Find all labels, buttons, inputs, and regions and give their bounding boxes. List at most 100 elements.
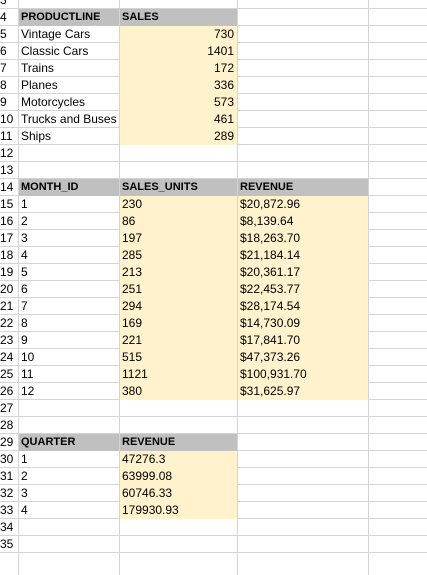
table-cell[interactable]: 179930.93	[120, 502, 237, 519]
table-cell[interactable]: 11	[21, 367, 34, 381]
table-cell[interactable]: Vintage Cars	[21, 27, 91, 41]
table-cell[interactable]: Planes	[21, 78, 58, 92]
row-number[interactable]: 10	[0, 112, 14, 126]
table-cell[interactable]: 1	[21, 452, 28, 466]
row-number[interactable]: 12	[0, 146, 14, 160]
table-cell[interactable]: 336	[120, 77, 237, 94]
table-cell[interactable]: 221	[120, 332, 237, 349]
table-cell[interactable]: 294	[120, 298, 237, 315]
row-number[interactable]: 17	[0, 231, 14, 245]
table-cell[interactable]: 1401	[120, 43, 237, 60]
row-number[interactable]: 19	[0, 265, 14, 279]
table-cell[interactable]: 60746.33	[120, 485, 237, 502]
table-cell[interactable]: 169	[120, 315, 237, 332]
table-cell[interactable]: 4	[21, 248, 28, 262]
table-cell[interactable]: Classic Cars	[21, 44, 89, 58]
row-number[interactable]: 31	[0, 469, 14, 483]
row-gridline	[0, 433, 427, 434]
table-cell[interactable]: Trucks and Buses	[21, 112, 117, 126]
table-cell[interactable]: 10	[21, 350, 35, 364]
table-cell[interactable]: 12	[21, 384, 35, 398]
header-cell[interactable]: PRODUCTLINE	[19, 9, 119, 26]
row-number[interactable]: 32	[0, 486, 14, 500]
row-number[interactable]: 18	[0, 248, 14, 262]
table-cell[interactable]: $17,841.70	[238, 332, 368, 349]
table-cell[interactable]: $20,361.17	[238, 264, 368, 281]
table-cell[interactable]: 3	[21, 231, 28, 245]
table-cell[interactable]: $14,730.09	[238, 315, 368, 332]
table-cell[interactable]: 1	[21, 197, 28, 211]
table-cell[interactable]: 285	[120, 247, 237, 264]
row-number[interactable]: 28	[0, 418, 14, 432]
row-number[interactable]: 6	[0, 44, 7, 58]
row-number[interactable]: 8	[0, 78, 7, 92]
table-cell[interactable]: 213	[120, 264, 237, 281]
row-number[interactable]: 30	[0, 452, 14, 466]
table-cell[interactable]: 573	[120, 94, 237, 111]
table-cell[interactable]: 5	[21, 265, 28, 279]
table-cell[interactable]: Trains	[21, 61, 54, 75]
table-cell[interactable]: 461	[120, 111, 237, 128]
row-number[interactable]: 13	[0, 163, 14, 177]
row-number[interactable]: 5	[0, 27, 7, 41]
row-number[interactable]: 14	[0, 180, 14, 194]
table-cell[interactable]: 289	[120, 128, 237, 145]
table-cell[interactable]: 6	[21, 282, 28, 296]
row-number[interactable]: 26	[0, 384, 14, 398]
header-cell[interactable]: MONTH_ID	[19, 179, 119, 196]
table-cell[interactable]: Ships	[21, 129, 52, 143]
table-cell[interactable]: $21,184.14	[238, 247, 368, 264]
row-number[interactable]: 21	[0, 299, 14, 313]
table-cell[interactable]: 251	[120, 281, 237, 298]
row-number[interactable]: 3	[0, 0, 7, 7]
table-cell[interactable]: Motorcycles	[21, 95, 86, 109]
row-gridline	[0, 178, 427, 179]
header-cell[interactable]: SALES_UNITS	[120, 179, 237, 196]
row-number[interactable]: 22	[0, 316, 14, 330]
table-cell[interactable]: $20,872.96	[238, 196, 368, 213]
table-cell[interactable]: $47,373.26	[238, 349, 368, 366]
table-cell[interactable]: 47276.3	[120, 451, 237, 468]
header-cell[interactable]: QUARTER	[19, 434, 119, 451]
table-cell[interactable]: $8,139.64	[238, 213, 368, 230]
table-cell[interactable]: $18,263.70	[238, 230, 368, 247]
table-cell[interactable]: 3	[21, 486, 28, 500]
row-number[interactable]: 9	[0, 95, 7, 109]
row-number[interactable]: 33	[0, 503, 14, 517]
header-cell[interactable]: REVENUE	[238, 179, 368, 196]
row-number[interactable]: 27	[0, 401, 14, 415]
header-cell[interactable]: REVENUE	[120, 434, 237, 451]
table-cell[interactable]: 4	[21, 503, 28, 517]
table-cell[interactable]: 2	[21, 214, 28, 228]
row-number[interactable]: 11	[0, 129, 13, 143]
row-number[interactable]: 7	[0, 61, 7, 75]
table-cell[interactable]: 1121	[120, 366, 237, 383]
table-cell[interactable]: $28,174.54	[238, 298, 368, 315]
row-number[interactable]: 29	[0, 435, 14, 449]
table-cell[interactable]: $31,625.97	[238, 383, 368, 400]
table-cell[interactable]: 9	[21, 333, 28, 347]
table-cell[interactable]: 172	[120, 60, 237, 77]
header-cell[interactable]: SALES	[120, 9, 237, 26]
row-number[interactable]: 16	[0, 214, 14, 228]
table-cell[interactable]: 63999.08	[120, 468, 237, 485]
table-cell[interactable]: 197	[120, 230, 237, 247]
table-cell[interactable]: $100,931.70	[238, 366, 368, 383]
table-cell[interactable]: 8	[21, 316, 28, 330]
row-number[interactable]: 15	[0, 197, 14, 211]
table-cell[interactable]: 230	[120, 196, 237, 213]
table-cell[interactable]: 86	[120, 213, 237, 230]
row-number[interactable]: 34	[0, 520, 14, 534]
table-cell[interactable]: 515	[120, 349, 237, 366]
row-number[interactable]: 20	[0, 282, 14, 296]
table-cell[interactable]: 380	[120, 383, 237, 400]
table-cell[interactable]: 7	[21, 299, 28, 313]
table-cell[interactable]: 730	[120, 26, 237, 43]
row-number[interactable]: 24	[0, 350, 14, 364]
table-cell[interactable]: $22,453.77	[238, 281, 368, 298]
row-number[interactable]: 4	[0, 10, 7, 24]
row-number[interactable]: 35	[0, 537, 14, 551]
table-cell[interactable]: 2	[21, 469, 28, 483]
row-number[interactable]: 25	[0, 367, 14, 381]
row-number[interactable]: 23	[0, 333, 14, 347]
